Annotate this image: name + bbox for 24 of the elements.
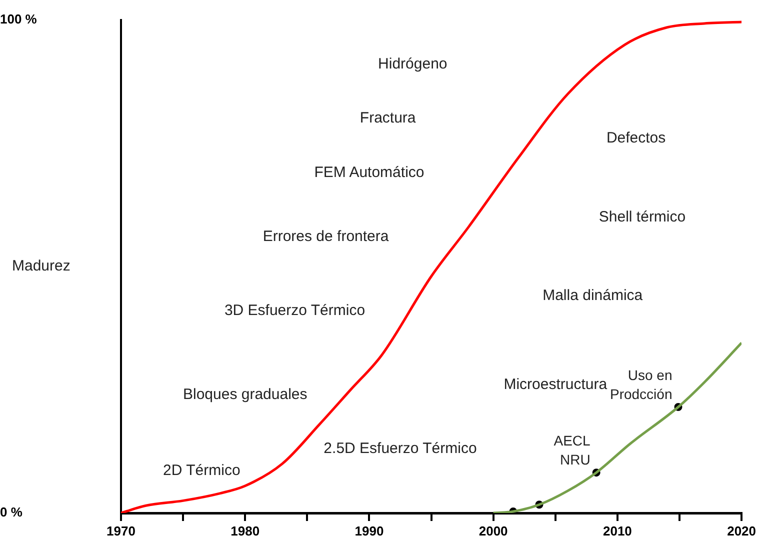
x-tick-label: 1990 (354, 523, 384, 538)
y-tick-label: 0 % (0, 504, 23, 520)
line-series (492, 342, 742, 513)
annotation: FEM Automático (314, 164, 424, 181)
annotation: Microestructura (504, 376, 608, 393)
annotation: Shell térmico (598, 208, 686, 226)
annotation: Uso en Prodcción (610, 367, 672, 402)
annotation: Malla dinámica (542, 287, 644, 304)
x-tick-label: 2020 (727, 523, 756, 538)
annotation: Errores de frontera (262, 228, 390, 246)
annotation: 2.5D Esfuerzo Térmico (324, 440, 477, 458)
x-tick-label: 1980 (230, 523, 260, 538)
annotation: 2D Térmico (163, 462, 240, 480)
x-tick-label: 2000 (478, 523, 508, 538)
x-tick-label: 1970 (106, 523, 136, 538)
annotation: Bloques graduales (182, 386, 308, 403)
annotation: Fractura (360, 110, 416, 127)
annotation: Hidrógeno (378, 56, 448, 73)
x-tick-label: 2010 (602, 523, 632, 538)
annotation: AECL NRU (554, 432, 591, 468)
y-tick-label: 100 % (0, 12, 38, 27)
y-axis-title: Madurez (12, 258, 70, 275)
annotation: Defectos (606, 129, 666, 146)
annotation: 3D Esfuerzo Térmico (224, 302, 366, 320)
